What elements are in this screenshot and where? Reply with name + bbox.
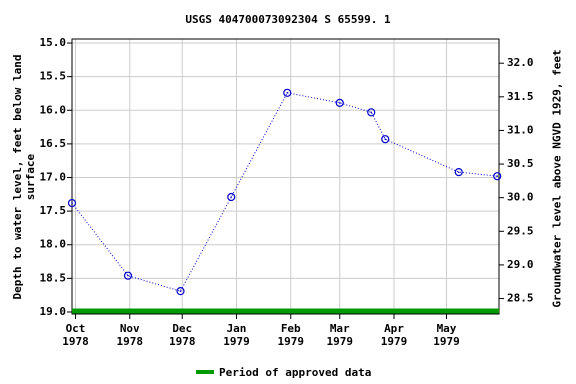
point-dot [230, 196, 233, 198]
x-tick-label: Nov [120, 322, 140, 335]
point-ring [335, 98, 344, 107]
point-dot [370, 111, 373, 114]
point-ring [381, 135, 390, 144]
point-ring [123, 271, 133, 280]
y2-tick-label: 30.0 [507, 191, 534, 204]
y-tick-label: 18.0 [40, 238, 67, 251]
data-point [493, 172, 502, 181]
y-tick-label: 17.0 [40, 171, 67, 184]
point-dot [286, 91, 289, 94]
y-tick-label: 15.5 [40, 70, 67, 83]
x-tick-label: 1978 [62, 335, 89, 348]
point-ring [493, 172, 502, 181]
point-ring [367, 108, 376, 117]
point-dot [338, 102, 341, 104]
x-tick-label: 1979 [278, 335, 305, 348]
y-tick-label: 15.0 [40, 36, 67, 49]
y2-tick-label: 29.0 [507, 258, 534, 271]
x-tick-label: May [437, 322, 457, 335]
series-line [71, 92, 498, 292]
x-tick-label: Oct [66, 322, 86, 335]
x-tick-label: 1979 [223, 335, 250, 348]
point-ring [283, 88, 292, 97]
data-point [454, 168, 463, 177]
x-tick-label: 1979 [381, 335, 408, 348]
point-ring [227, 192, 236, 202]
y2-tick-label: 28.5 [507, 292, 534, 305]
y-tick-label: 17.5 [40, 204, 67, 217]
y-axis-label: Depth to water level, feet below land su… [11, 54, 37, 300]
y2-axis-label: Groundwater level above NGVD 1929, feet [550, 49, 564, 308]
y2-tick-label: 29.5 [507, 224, 534, 237]
data-point [123, 271, 133, 280]
legend-label: Period of approved data [219, 366, 371, 379]
data-point [381, 135, 390, 144]
point-dot [179, 290, 182, 292]
x-tick-label: 1978 [169, 335, 196, 348]
x-tick-label: 1979 [433, 335, 460, 348]
data-point [227, 192, 236, 202]
data-point [67, 198, 77, 208]
point-ring [454, 168, 463, 177]
plot-frame [71, 38, 500, 315]
point-ring [67, 198, 77, 208]
data-point [283, 88, 292, 97]
chart-title: USGS 404700073092304 S 65599. 1 [185, 13, 391, 26]
x-tick-label: 1978 [117, 335, 144, 348]
data-point [335, 98, 344, 107]
point-dot [71, 202, 73, 204]
point-ring [176, 287, 185, 296]
y2-tick-label: 31.0 [507, 123, 534, 136]
y-tick-label: 16.0 [40, 103, 67, 116]
x-tick-label: Feb [281, 322, 301, 335]
data-point [367, 108, 376, 117]
y2-tick-label: 30.5 [507, 157, 534, 170]
x-tick-label: 1979 [327, 335, 354, 348]
x-tick-label: Mar [330, 322, 350, 335]
x-tick-label: Apr [384, 322, 404, 335]
y2-tick-label: 32.0 [507, 56, 534, 69]
y-tick-label: 16.5 [40, 137, 67, 150]
point-dot [457, 171, 460, 173]
y2-tick-label: 31.5 [507, 90, 534, 103]
x-tick-label: Jan [227, 322, 247, 335]
point-dot [127, 274, 129, 277]
point-dot [496, 175, 499, 177]
y-tick-label: 19.0 [40, 305, 67, 318]
y-tick-label: 18.5 [40, 271, 67, 284]
x-tick-label: Dec [172, 322, 192, 335]
point-dot [384, 138, 387, 140]
data-point [176, 287, 185, 296]
